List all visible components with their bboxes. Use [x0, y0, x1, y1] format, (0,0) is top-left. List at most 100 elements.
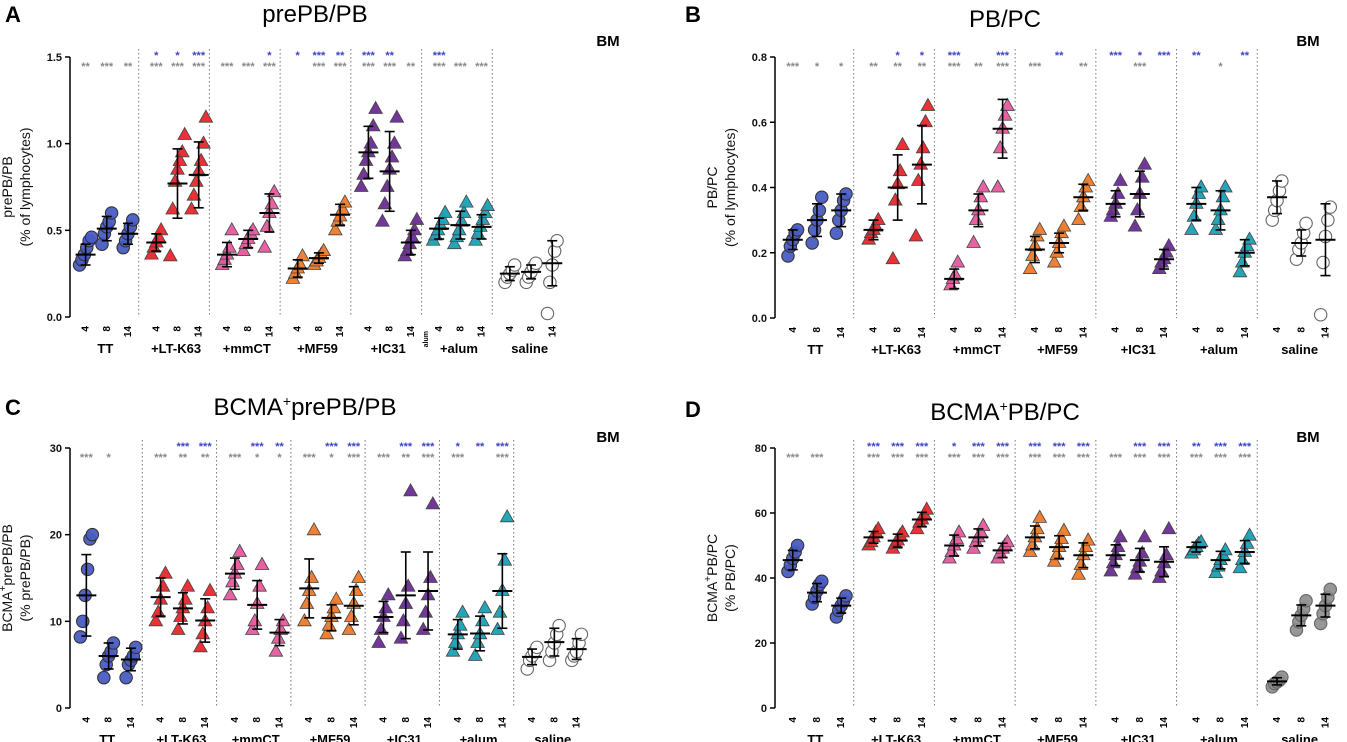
significance-stars: * [296, 50, 301, 62]
data-point [951, 524, 967, 538]
group-label: +mmCT [953, 342, 1001, 357]
data-point [221, 239, 237, 253]
significance-stars: *** [303, 452, 317, 464]
data-point [202, 582, 218, 596]
y-axis-title: BCMA+prePB/PB [0, 524, 15, 632]
significance-stars: *** [433, 50, 447, 62]
significance-stars: *** [154, 452, 168, 464]
significance-stars: ** [336, 50, 345, 62]
data-point [815, 190, 829, 205]
group-label: saline [1281, 342, 1318, 357]
y-tick-label: 0 [56, 703, 62, 715]
significance-stars: *** [422, 452, 436, 464]
day-label: 8 [893, 327, 904, 333]
data-point [919, 501, 935, 515]
data-point [812, 203, 827, 218]
significance-stars: ** [407, 61, 416, 73]
day-label: 8 [1296, 717, 1307, 723]
data-point [1134, 169, 1150, 183]
y-tick-label: 1.5 [47, 52, 62, 64]
data-point [1161, 237, 1177, 252]
data-point [273, 621, 289, 635]
day-label: 8 [475, 717, 486, 723]
day-label: 4 [81, 717, 92, 723]
significance-stars: *** [996, 452, 1010, 464]
day-label: 14 [274, 717, 285, 729]
data-point [97, 670, 111, 685]
title-prefix: BCMA [214, 394, 283, 421]
y-tick-label: 0.8 [752, 52, 767, 64]
significance-stars: *** [1158, 452, 1172, 464]
significance-stars: *** [972, 441, 986, 453]
day-label: 4 [453, 717, 464, 723]
data-point [252, 578, 268, 592]
significance-stars: ** [1192, 50, 1201, 62]
significance-stars: * [267, 50, 272, 62]
data-point [341, 621, 357, 635]
data-point [84, 230, 99, 245]
day-label: 8 [812, 327, 823, 333]
data-point [966, 234, 982, 248]
day-label: 14 [1159, 327, 1170, 339]
group-label: +MF59 [297, 341, 338, 356]
data-point [887, 192, 903, 206]
significance-stars: *** [1133, 61, 1147, 73]
significance-stars: *** [192, 50, 206, 62]
significance-stars: *** [475, 61, 489, 73]
data-point [1054, 224, 1069, 239]
data-point [947, 267, 963, 281]
data-point [1161, 520, 1177, 535]
significance-stars: ** [401, 452, 410, 464]
data-point [908, 228, 924, 242]
data-point [403, 483, 419, 497]
data-point [507, 258, 522, 272]
data-point [529, 256, 543, 271]
data-point [968, 211, 984, 226]
significance-stars: *** [786, 61, 800, 73]
data-point [447, 634, 463, 648]
group-label: TT [807, 342, 823, 357]
alum-annotation: alum [423, 331, 430, 347]
y-axis-subtitle: (% PB/PC) [722, 544, 738, 612]
day-label: 14 [572, 717, 583, 729]
significance-stars: *** [263, 61, 277, 73]
significance-stars: ** [1079, 61, 1088, 73]
significance-stars: *** [1238, 452, 1252, 464]
y-tick-label: 10 [50, 616, 62, 628]
significance-stars: *** [867, 441, 881, 453]
data-point [348, 582, 364, 596]
data-point [1080, 172, 1096, 186]
group-label: +alum [460, 732, 498, 742]
data-point [1103, 563, 1119, 577]
data-point [351, 569, 367, 583]
significance-stars: *** [996, 50, 1010, 62]
data-point [1299, 216, 1313, 231]
data-point [144, 246, 159, 260]
significance-stars: *** [1214, 452, 1228, 464]
title-superscript: + [1000, 398, 1008, 414]
significance-stars: * [255, 452, 260, 464]
y-tick-label: 0.0 [47, 312, 62, 324]
data-point [1217, 179, 1233, 193]
significance-stars: *** [1214, 441, 1228, 453]
day-label: 14 [200, 717, 211, 729]
day-label: 8 [1135, 717, 1146, 723]
data-point [1054, 530, 1069, 544]
data-point [997, 107, 1013, 121]
data-point [1078, 179, 1094, 193]
group-label: +MF59 [1037, 342, 1078, 357]
y-tick-label: 40 [755, 573, 767, 585]
day-label: 4 [434, 326, 445, 332]
data-point [1103, 208, 1119, 222]
panel-title: prePB/PB [262, 1, 367, 28]
data-point [177, 126, 193, 140]
ylabel-main: PB/PC [704, 534, 720, 576]
day-label: 4 [293, 326, 304, 332]
day-label: 8 [1216, 327, 1227, 333]
y-axis-title: PB/PC [704, 166, 720, 208]
data-point [1242, 527, 1257, 541]
y-tick-label: 0.2 [752, 248, 767, 260]
y-axis-subtitle: (% of lymphocytes) [17, 127, 33, 246]
